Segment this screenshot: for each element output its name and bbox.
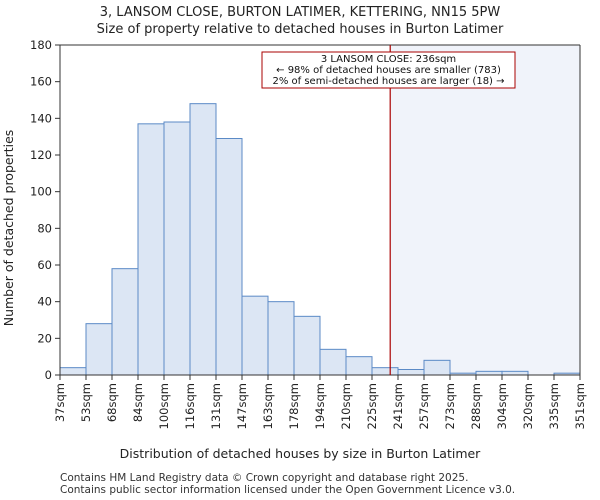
x-tick-label-320sqm: 320sqm xyxy=(521,383,535,429)
x-tick-label-241sqm: 241sqm xyxy=(391,383,405,429)
chart-subtitle: Size of property relative to detached ho… xyxy=(97,22,504,37)
plot-area: 0 20 40 60 80 100 120 140 160 180 37sqm 53sqm 68sqm 8… xyxy=(30,38,587,429)
y-tick-label-60: 60 xyxy=(37,258,52,272)
bar-100sqm xyxy=(163,121,191,376)
bar-194sqm xyxy=(319,348,347,376)
x-tick-label-335sqm: 335sqm xyxy=(547,383,561,429)
bar-257sqm xyxy=(423,359,451,376)
x-tick-label-37sqm: 37sqm xyxy=(53,383,67,422)
bar-210sqm xyxy=(345,356,373,376)
annotation-line-2: ← 98% of detached houses are smaller (78… xyxy=(276,65,501,76)
bar-288sqm xyxy=(475,370,503,376)
x-axis-label: Distribution of detached houses by size … xyxy=(120,446,482,461)
x-tick-label-178sqm: 178sqm xyxy=(287,383,301,429)
x-tick-label-288sqm: 288sqm xyxy=(469,383,483,429)
y-tick-label-20: 20 xyxy=(37,331,52,345)
y-tick-label-80: 80 xyxy=(37,221,52,235)
bar-84sqm xyxy=(137,123,165,376)
y-tick-label-140: 140 xyxy=(30,111,52,125)
annotation-line-3: 2% of semi-detached houses are larger (1… xyxy=(272,76,504,87)
x-tick-label-351sqm: 351sqm xyxy=(573,383,587,429)
y-tick-label-100: 100 xyxy=(30,185,52,199)
x-tick-label-100sqm: 100sqm xyxy=(157,383,171,429)
y-tick-label-0: 0 xyxy=(45,368,52,382)
bar-116sqm xyxy=(189,103,217,376)
footer-line-1: Contains HM Land Registry data © Crown c… xyxy=(60,472,468,484)
bar-131sqm xyxy=(215,138,243,376)
chart-title: 3, LANSOM CLOSE, BURTON LATIMER, KETTERI… xyxy=(100,5,501,20)
bar-178sqm xyxy=(293,315,321,376)
x-tick-label-131sqm: 131sqm xyxy=(209,383,223,429)
y-tick-label-120: 120 xyxy=(30,148,52,162)
bar-37sqm xyxy=(59,367,87,376)
y-tick-label-180: 180 xyxy=(30,38,52,52)
bar-225sqm xyxy=(371,367,399,376)
x-tick-label-304sqm: 304sqm xyxy=(495,383,509,429)
x-tick-label-210sqm: 210sqm xyxy=(339,383,353,429)
footer-line-2: Contains public sector information licen… xyxy=(60,484,515,496)
bar-68sqm xyxy=(111,268,139,376)
annotation-line-1: 3 LANSOM CLOSE: 236sqm xyxy=(321,54,456,65)
marker-shade-region xyxy=(390,45,580,375)
annotation-box xyxy=(261,51,516,89)
x-tick-label-147sqm: 147sqm xyxy=(235,383,249,429)
x-tick-label-116sqm: 116sqm xyxy=(183,383,197,429)
bar-304sqm xyxy=(501,370,529,376)
bar-163sqm xyxy=(267,301,295,376)
bar-147sqm xyxy=(241,295,269,376)
x-tick-label-163sqm: 163sqm xyxy=(261,383,275,429)
y-tick-label-40: 40 xyxy=(37,295,52,309)
bar-53sqm xyxy=(85,323,113,376)
y-tick-label-160: 160 xyxy=(30,75,52,89)
x-tick-label-84sqm: 84sqm xyxy=(131,383,145,422)
bar-241sqm xyxy=(397,369,425,376)
x-tick-label-68sqm: 68sqm xyxy=(105,383,119,422)
x-tick-label-53sqm: 53sqm xyxy=(79,383,93,422)
y-axis-label: Number of detached properties xyxy=(1,130,16,327)
x-tick-label-194sqm: 194sqm xyxy=(313,383,327,429)
x-tick-label-273sqm: 273sqm xyxy=(443,383,457,429)
x-tick-label-257sqm: 257sqm xyxy=(417,383,431,429)
x-tick-label-225sqm: 225sqm xyxy=(365,383,379,429)
